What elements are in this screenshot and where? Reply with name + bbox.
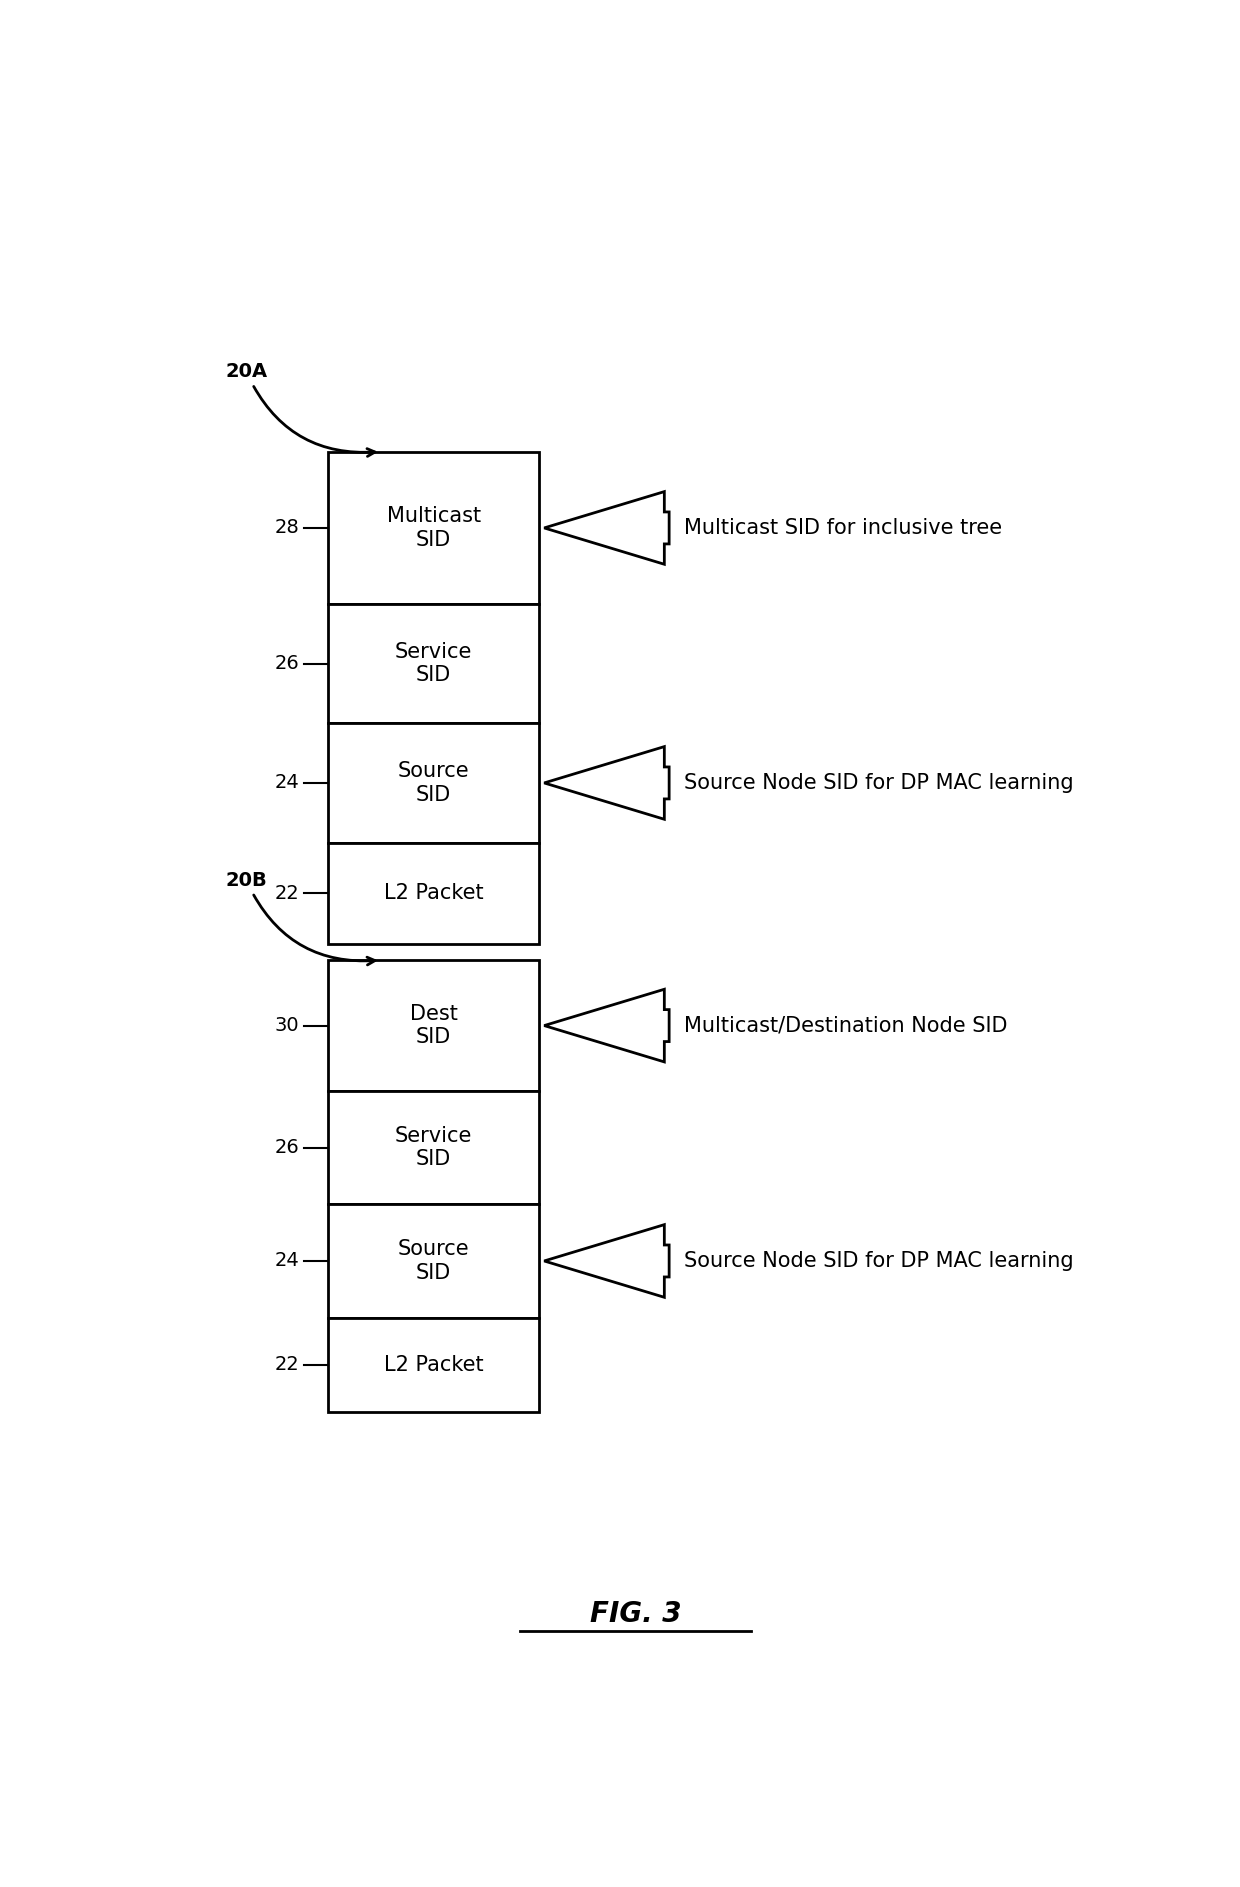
Text: Dest
SID: Dest SID (409, 1004, 458, 1047)
Text: Multicast/Destination Node SID: Multicast/Destination Node SID (683, 1015, 1007, 1036)
Text: 20A: 20A (226, 362, 374, 457)
Bar (327, 960, 539, 1091)
Text: Multicast
SID: Multicast SID (387, 506, 481, 549)
Text: Multicast SID for inclusive tree: Multicast SID for inclusive tree (683, 517, 1002, 538)
Text: Source
SID: Source SID (398, 1240, 470, 1283)
Text: Service
SID: Service SID (396, 1127, 472, 1170)
Text: Source Node SID for DP MAC learning: Source Node SID for DP MAC learning (683, 1251, 1073, 1272)
Text: 22: 22 (274, 883, 299, 902)
Text: 30: 30 (274, 1015, 299, 1036)
Text: 26: 26 (274, 1138, 299, 1157)
Text: 24: 24 (274, 774, 299, 793)
Polygon shape (544, 989, 670, 1062)
Text: Source
SID: Source SID (398, 760, 470, 804)
Bar (327, 604, 539, 723)
Text: 28: 28 (274, 519, 299, 538)
Text: 20B: 20B (226, 870, 374, 964)
Bar (327, 842, 539, 944)
Text: FIG. 3: FIG. 3 (590, 1600, 681, 1628)
Bar (327, 1091, 539, 1204)
Polygon shape (544, 1225, 670, 1296)
Bar (327, 451, 539, 604)
Text: Source Node SID for DP MAC learning: Source Node SID for DP MAC learning (683, 774, 1073, 793)
Bar (327, 723, 539, 842)
Text: 22: 22 (274, 1355, 299, 1374)
Text: L2 Packet: L2 Packet (384, 1355, 484, 1376)
Bar (327, 1317, 539, 1411)
Text: Service
SID: Service SID (396, 642, 472, 685)
Polygon shape (544, 493, 670, 564)
Bar (327, 1204, 539, 1317)
Text: L2 Packet: L2 Packet (384, 883, 484, 904)
Text: 26: 26 (274, 655, 299, 674)
Polygon shape (544, 747, 670, 819)
Text: 24: 24 (274, 1251, 299, 1270)
